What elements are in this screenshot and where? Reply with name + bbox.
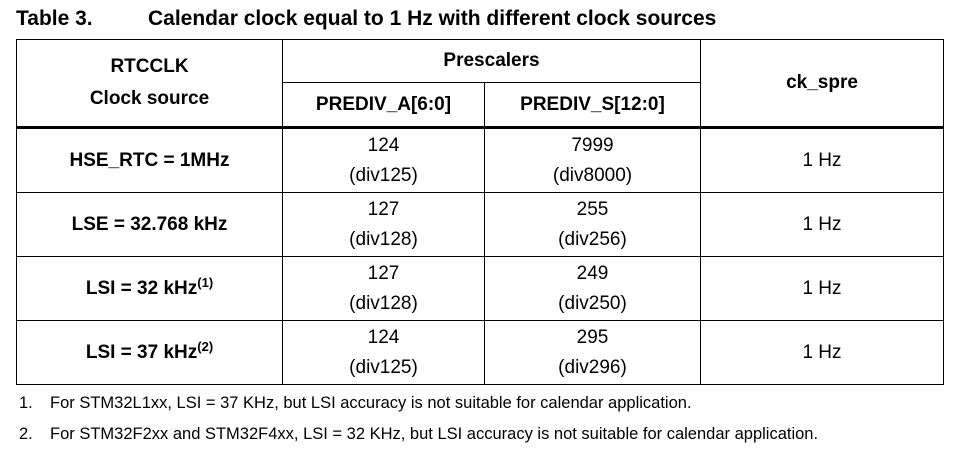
clock-source-cell: HSE_RTC = 1MHz xyxy=(16,127,283,193)
table-number: Table 3. xyxy=(16,7,93,30)
prediv-s-cell: 255 (div256) xyxy=(484,192,701,257)
prediv-a-cell: 124 (div125) xyxy=(282,320,485,385)
header-ck-spre: ck_spre xyxy=(700,39,944,129)
footnote-text: For STM32L1xx, LSI = 37 KHz, but LSI acc… xyxy=(50,394,692,412)
footnote-number: 1. xyxy=(19,394,33,412)
clock-source-cell: LSI = 37 kHz(2) xyxy=(16,320,283,385)
clock-source-cell: LSI = 32 kHz(1) xyxy=(16,256,283,321)
footnote-ref: (1) xyxy=(197,274,214,290)
ck-spre-cell: 1 Hz xyxy=(700,192,944,257)
footnote-number: 2. xyxy=(19,425,33,443)
prediv-s-cell: 249 (div250) xyxy=(484,256,701,321)
table-caption: Table 3. Calendar clock equal to 1 Hz wi… xyxy=(16,4,956,34)
header-clock-source: RTCCLK Clock source xyxy=(16,39,283,129)
header-rtcclk: RTCCLK xyxy=(110,56,189,77)
header-prediv-a: PREDIV_A[6:0] xyxy=(282,82,485,129)
header-prediv-s: PREDIV_S[12:0] xyxy=(484,82,701,129)
clock-table: RTCCLK Clock source Prescalers ck_spre P… xyxy=(16,39,944,385)
table-title: Calendar clock equal to 1 Hz with differ… xyxy=(148,7,717,30)
prediv-s-cell: 7999 (div8000) xyxy=(484,127,701,193)
footnote-text: For STM32F2xx and STM32F4xx, LSI = 32 KH… xyxy=(50,425,819,443)
header-prescalers: Prescalers xyxy=(282,39,701,83)
footnote-ref: (2) xyxy=(197,338,214,354)
header-row: RTCCLK Clock source Prescalers ck_spre xyxy=(16,39,944,129)
ck-spre-cell: 1 Hz xyxy=(700,320,944,385)
subheader-row: PREDIV_A[6:0] PREDIV_S[12:0] xyxy=(17,82,944,129)
table-row: LSI = 32 kHz(1) 127 (div128) 249 (div250) … xyxy=(16,256,944,321)
prediv-a-cell: 124 (div125) xyxy=(282,127,485,193)
prediv-s-cell: 295 (div296) xyxy=(484,320,701,385)
table-row: LSI = 37 kHz(2) 124 (div125) 295 (div296) … xyxy=(16,320,944,385)
footnote: 1. For STM32L1xx, LSI = 37 KHz, but LSI … xyxy=(16,391,956,422)
table-row: HSE_RTC = 1MHz 124 (div125) 7999 (div8000)… xyxy=(16,127,944,193)
header-clock-source-label: Clock source xyxy=(89,88,210,109)
ck-spre-cell: 1 Hz xyxy=(700,127,944,193)
footnote: 2. For STM32F2xx and STM32F4xx, LSI = 32… xyxy=(16,422,956,453)
clock-source-cell: LSE = 32.768 kHz xyxy=(16,192,283,257)
table-row: LSE = 32.768 kHz 127 (div128) 255 (div256)… xyxy=(16,192,944,257)
prediv-a-cell: 127 (div128) xyxy=(282,256,485,321)
footnotes: 1. For STM32L1xx, LSI = 37 KHz, but LSI … xyxy=(16,391,956,453)
prediv-a-cell: 127 (div128) xyxy=(282,192,485,257)
ck-spre-cell: 1 Hz xyxy=(700,256,944,321)
